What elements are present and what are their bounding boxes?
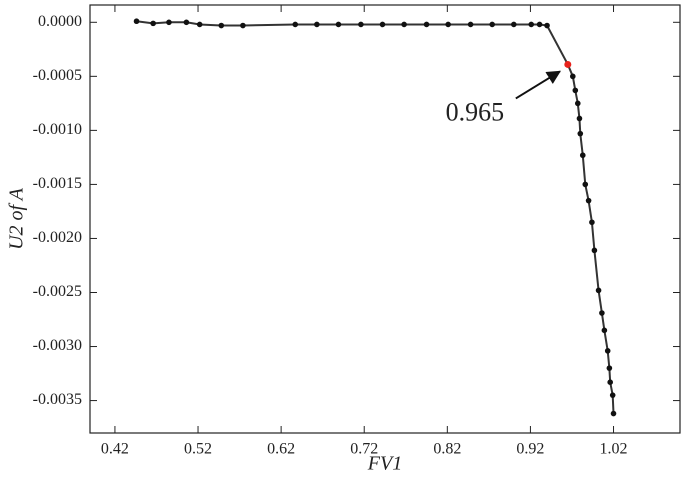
point <box>609 392 616 398</box>
point <box>150 20 156 27</box>
point <box>604 348 611 354</box>
y-tick-label: 0.0000 <box>38 13 82 30</box>
point <box>240 22 246 29</box>
line <box>136 20 615 414</box>
point <box>528 21 535 28</box>
point <box>489 21 495 28</box>
point <box>536 21 543 28</box>
point <box>314 21 320 28</box>
y-tick-label: -0.0005 <box>33 67 82 84</box>
annotation-text: 0.965 <box>446 97 505 126</box>
point <box>576 115 583 122</box>
point <box>610 410 617 417</box>
point <box>292 21 299 28</box>
point <box>606 365 613 371</box>
point <box>358 21 364 28</box>
x-tick-label: 1.02 <box>600 441 628 458</box>
x-tick-label: 0.52 <box>184 441 212 458</box>
point <box>607 379 613 386</box>
point <box>445 21 451 28</box>
point <box>544 22 550 29</box>
point <box>579 152 586 159</box>
point <box>467 21 474 28</box>
y-tick-label: -0.0030 <box>33 337 82 354</box>
point <box>577 130 584 137</box>
annotation-arrow <box>515 70 562 100</box>
point <box>585 197 592 204</box>
point <box>218 22 225 29</box>
y-tick-label: -0.0035 <box>33 391 82 408</box>
point <box>133 18 140 25</box>
point <box>423 21 430 28</box>
point <box>379 21 386 28</box>
y-tick-label: -0.0015 <box>33 175 82 192</box>
y-tick-label: -0.0025 <box>33 283 82 300</box>
point <box>335 21 342 28</box>
x-tick-label: 0.72 <box>350 441 378 458</box>
point <box>591 247 598 254</box>
point <box>511 21 517 28</box>
point <box>595 287 602 294</box>
highlight-point <box>564 60 572 68</box>
x-tick-label: 0.92 <box>516 441 544 458</box>
point <box>574 100 581 107</box>
point <box>589 219 595 226</box>
plot-frame <box>89 4 681 434</box>
point <box>401 21 407 28</box>
y-tick-label: -0.0010 <box>33 121 82 138</box>
point <box>570 73 576 80</box>
point <box>599 310 605 316</box>
point <box>166 19 172 26</box>
x-tick-label: 0.82 <box>433 441 461 458</box>
x-tick-label: 0.42 <box>101 441 129 458</box>
x-tick-label: 0.62 <box>267 441 295 458</box>
y-tick-label: -0.0020 <box>33 229 82 246</box>
point <box>601 327 608 334</box>
x-axis-label: FV1 <box>367 453 402 475</box>
point <box>572 87 579 94</box>
y-axis-label: U2 of A <box>6 187 28 250</box>
point <box>183 19 190 26</box>
point <box>196 21 203 28</box>
point <box>582 181 589 188</box>
